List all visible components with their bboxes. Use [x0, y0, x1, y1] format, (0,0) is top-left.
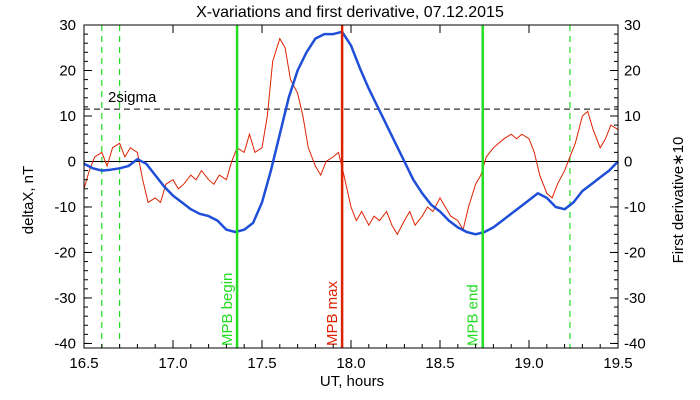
marker-label-mpb-max: MPB max — [324, 280, 341, 346]
plot-area: MPB begin MPB max MPB end — [83, 25, 619, 348]
y-tick-label-left-2: 10 — [59, 108, 76, 125]
y-tick-label-right-4: -10 — [624, 199, 646, 216]
x-tick-label-6: 19.5 — [603, 355, 632, 372]
y-tick-label-right-2: 10 — [624, 108, 641, 125]
y-tick-label-right-0: 30 — [624, 17, 641, 34]
x-tick-label-3: 18.0 — [336, 355, 365, 372]
y-tick-label-right-7: -40 — [624, 335, 646, 352]
x-tick-label-1: 17.0 — [158, 355, 187, 372]
sigma-label: 2sigma — [108, 89, 157, 106]
y-tick-label-left-3: 0 — [68, 153, 76, 170]
y-tick-label-right-5: -20 — [624, 244, 646, 261]
y-tick-label-right-3: 0 — [624, 153, 632, 170]
y-tick-label-left-5: -20 — [54, 244, 76, 261]
x-tick-label-0: 16.5 — [69, 355, 98, 372]
right-axis-label: First derivative∗10 — [670, 137, 687, 264]
marker-label-mpb-end: MPB end — [465, 284, 482, 346]
y-tick-label-left-1: 20 — [59, 62, 76, 79]
chart-title: X-variations and first derivative, 07.12… — [196, 4, 504, 21]
marker-label-mpb-begin: MPB begin — [219, 273, 236, 346]
x-axis-label: UT, hours — [320, 373, 384, 390]
y-tick-label-left-6: -30 — [54, 290, 76, 307]
y-tick-label-left-0: 30 — [59, 17, 76, 34]
left-axis-label: deltaX, nT — [20, 166, 37, 234]
y-tick-label-left-7: -40 — [54, 335, 76, 352]
y-tick-label-right-1: 20 — [624, 62, 641, 79]
y-tick-label-right-6: -30 — [624, 290, 646, 307]
deltaX-series-line — [83, 30, 619, 236]
y-tick-label-left-4: -10 — [54, 199, 76, 216]
x-tick-label-4: 18.5 — [425, 355, 454, 372]
x-tick-label-5: 19.0 — [514, 355, 543, 372]
derivative-series-line — [83, 37, 619, 236]
x-tick-label-2: 17.5 — [247, 355, 276, 372]
